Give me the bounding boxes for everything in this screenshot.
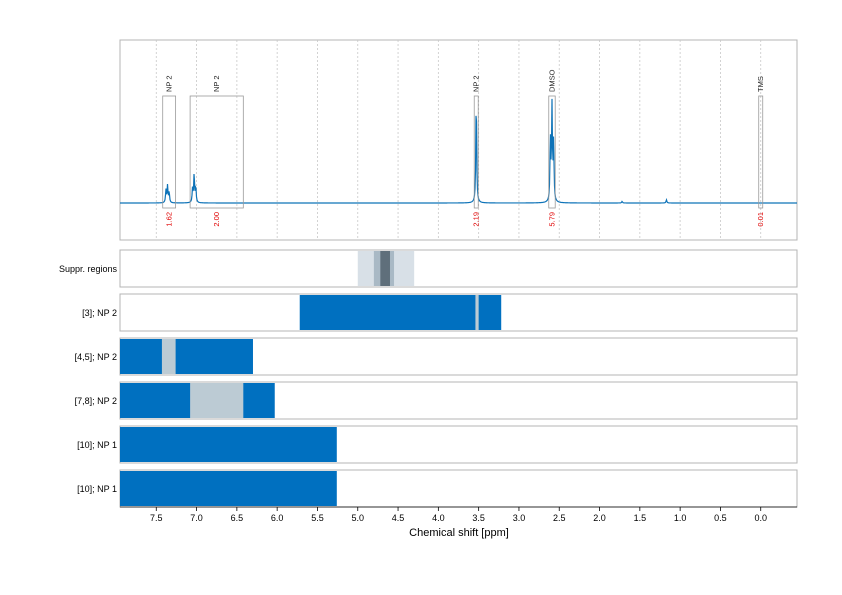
annotation-box [162, 95, 177, 209]
track-label: [3]; NP 2 [82, 308, 117, 318]
x-tick-label: 3.5 [472, 513, 485, 523]
track-region [299, 295, 502, 330]
integral-value: 5.79 [547, 212, 556, 227]
integral-value: 2.00 [212, 212, 221, 227]
track-label: [4,5]; NP 2 [75, 352, 117, 362]
x-tick-label: 2.0 [593, 513, 606, 523]
track-region [161, 339, 176, 374]
track-label: Suppr. regions [59, 264, 118, 274]
x-tick-label: 7.5 [150, 513, 163, 523]
x-axis-label: Chemical shift [ppm] [409, 527, 509, 539]
track-label: [10]; NP 1 [77, 440, 117, 450]
annotation-label: NP 2 [212, 75, 221, 92]
x-tick-label: 7.0 [190, 513, 203, 523]
region-tracks: Suppr. regions [3]; NP 2 [4,5]; NP 2 [7,8];… [59, 249, 798, 508]
track-frame [119, 249, 798, 288]
annotation-label: TMS [756, 76, 765, 92]
x-tick-label: 6.0 [271, 513, 284, 523]
x-tick-label: 0.5 [714, 513, 727, 523]
spectrum-frame [119, 39, 798, 241]
integral-value: 1.62 [165, 212, 174, 227]
annotation-label: NP 2 [165, 75, 174, 92]
annotation-label: NP 2 [472, 75, 481, 92]
track-region [380, 251, 390, 286]
track-label: [10]; NP 1 [77, 484, 117, 494]
x-tick-label: 0.0 [754, 513, 767, 523]
spectrum-line [120, 98, 797, 204]
x-axis: 7.5 7.0 6.5 6.0 5.5 5.0 4.5 4.0 3.5 3.0 2.5 2.0 1.5 1… [120, 506, 797, 523]
x-tick-label: 2.5 [553, 513, 566, 523]
integral-value: 0.01 [756, 212, 765, 227]
x-tick-label: 1.0 [674, 513, 687, 523]
annotation-box [189, 95, 244, 209]
track-region [120, 471, 337, 506]
track-label: [7,8]; NP 2 [75, 396, 117, 406]
x-tick-label: 6.5 [231, 513, 244, 523]
x-tick-label: 5.0 [351, 513, 364, 523]
spectrum-panel: NP 2 1.62 NP 2 2.00 NP 2 2.19 DMSO 5.79 TMS 0.01 [119, 39, 798, 241]
track-region [120, 427, 337, 462]
annotation-box [473, 95, 479, 209]
x-tick-label: 4.5 [392, 513, 405, 523]
annotation-label: DMSO [547, 69, 556, 92]
x-tick-label: 5.5 [311, 513, 324, 523]
track-region [120, 339, 253, 374]
annotation-box [758, 95, 764, 209]
x-tick-label: 4.0 [432, 513, 445, 523]
integral-value: 2.19 [472, 212, 481, 227]
track-region [475, 295, 479, 330]
x-tick-label: 3.0 [513, 513, 526, 523]
track-region [190, 383, 244, 418]
x-tick-label: 1.5 [634, 513, 647, 523]
annotation-box [548, 95, 556, 209]
